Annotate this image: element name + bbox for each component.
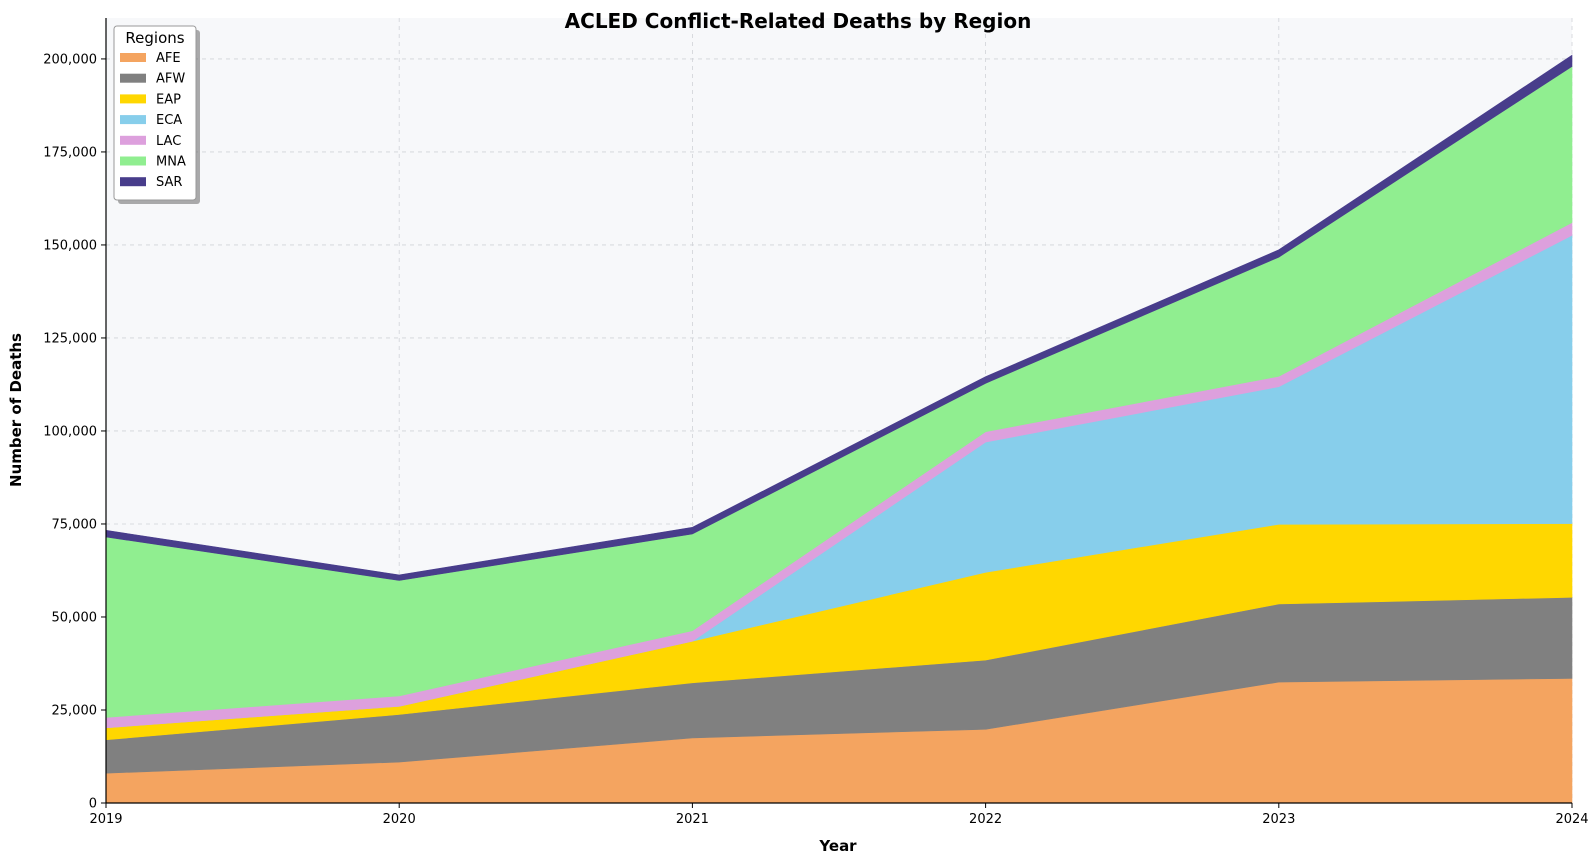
y-tick-label-5: 125,000 [43,331,97,346]
x-tick-label-4: 2023 [1262,812,1295,827]
legend-swatch-afw [120,73,146,83]
x-ticks: 2019 2020 2021 2022 2023 2024 [89,803,1589,827]
x-tick-label-2: 2021 [676,812,709,827]
legend-box [113,25,197,201]
legend-swatch-sar [120,177,146,187]
y-tick-label-8: 200,000 [43,52,97,67]
legend-items: AFE AFW EAP ECA LAC MNA SAR [120,51,186,190]
y-tick-label-4: 100,000 [43,424,97,439]
x-tick-label-5: 2024 [1555,812,1588,827]
y-ticks: 0 25,000 50,000 75,000 100,000 125,000 150,000… [43,52,106,812]
legend-swatch-lac [120,135,146,145]
y-tick-label-3: 75,000 [52,517,98,532]
legend-label-afe: AFE [156,51,181,66]
x-tick-label-3: 2022 [969,812,1002,827]
x-tick-label-0: 2019 [89,812,122,827]
y-tick-label-6: 150,000 [43,238,97,253]
legend-label-lac: LAC [156,134,181,149]
legend: Regions AFE AFW EAP ECA LAC MNA SAR [113,25,200,204]
legend-label-afw: AFW [156,72,185,87]
legend-swatch-eap [120,94,146,104]
chart-title: ACLED Conflict-Related Deaths by Region [565,9,1032,33]
y-tick-label-7: 175,000 [43,145,97,160]
x-axis-title: Year [818,837,857,855]
y-tick-label-0: 0 [89,797,97,812]
area-series [105,54,1573,804]
legend-label-eap: EAP [156,92,181,107]
y-axis-title: Number of Deaths [7,333,25,487]
y-tick-label-2: 50,000 [52,610,98,625]
legend-label-eca: ECA [156,113,182,128]
legend-label-mna: MNA [156,155,186,170]
legend-swatch-eca [120,115,146,125]
legend-title: Regions [125,29,184,47]
axes [105,18,1572,804]
area-sar [105,54,1573,581]
legend-label-sar: SAR [156,175,182,190]
legend-swatch-afe [120,53,146,62]
x-tick-label-1: 2020 [383,812,416,827]
legend-swatch-mna [120,156,146,166]
y-tick-label-1: 25,000 [52,703,98,718]
